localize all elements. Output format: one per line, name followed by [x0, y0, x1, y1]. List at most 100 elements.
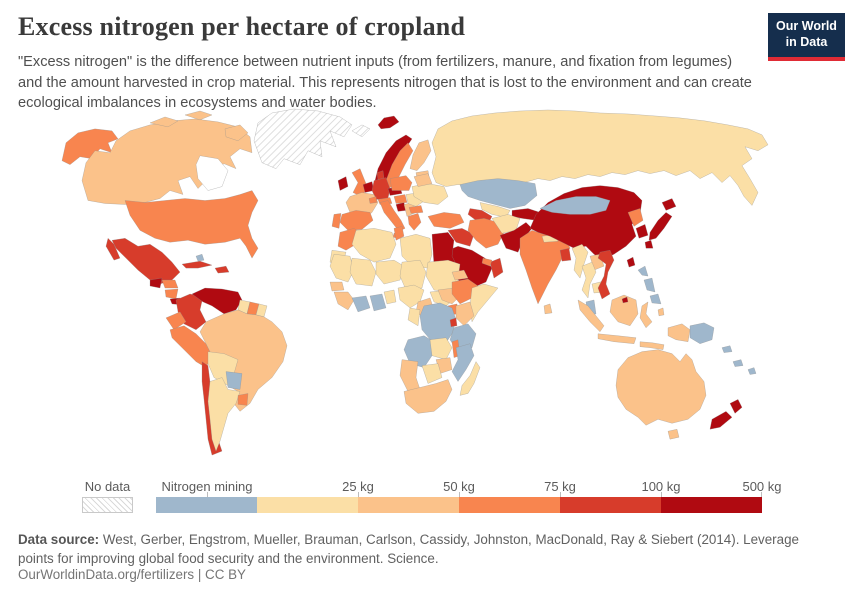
country-madagascar[interactable] [459, 361, 481, 396]
country-mozambique[interactable] [451, 343, 475, 382]
country-namibia[interactable] [399, 359, 421, 392]
country-sri-lanka[interactable] [543, 303, 553, 315]
country-mexico-baja[interactable] [105, 238, 121, 261]
owid-url-license[interactable]: OurWorldinData.org/fertilizers | CC BY [18, 567, 246, 582]
country-indonesia-lesser-sunda[interactable] [639, 341, 665, 350]
country-switzerland[interactable] [368, 196, 378, 204]
country-mali[interactable] [349, 257, 377, 287]
country-indonesia-sulawesi[interactable] [639, 301, 653, 329]
country-argentina[interactable] [207, 377, 241, 452]
owid-logo[interactable]: Our World in Data [768, 13, 845, 61]
country-gabon-congo[interactable] [407, 307, 421, 327]
country-australia-tasmania[interactable] [667, 428, 680, 440]
country-zambia[interactable] [429, 337, 453, 360]
country-kenya[interactable] [455, 301, 475, 327]
legend-swatch-25-50[interactable] [358, 497, 459, 513]
country-canada-arctic-2[interactable] [184, 110, 213, 121]
country-greece[interactable] [407, 213, 422, 231]
country-hispaniola[interactable] [214, 265, 230, 274]
country-indonesia-sumatra[interactable] [577, 299, 605, 333]
country-finland[interactable] [409, 139, 432, 171]
country-bulgaria[interactable] [408, 205, 424, 214]
country-oman[interactable] [489, 257, 504, 279]
country-senegal[interactable] [329, 281, 345, 292]
country-indonesia-moluccas[interactable] [657, 307, 665, 317]
country-turkey[interactable] [427, 212, 465, 229]
country-fiji[interactable] [747, 367, 757, 375]
country-cuba[interactable] [181, 260, 213, 269]
legend-swatch-50-75[interactable] [459, 497, 560, 513]
country-guinea-region[interactable] [333, 291, 355, 311]
country-new-zealand-south[interactable] [709, 411, 733, 430]
country-canada-arctic-1[interactable] [149, 116, 179, 128]
country-somalia[interactable] [469, 283, 499, 323]
country-ivory-coast[interactable] [351, 295, 371, 313]
country-bangladesh[interactable] [559, 247, 572, 262]
country-iran[interactable] [467, 218, 505, 249]
country-greenland[interactable] [253, 108, 353, 169]
country-brunei[interactable] [621, 296, 629, 304]
country-north-korea[interactable] [627, 208, 644, 227]
legend-swatch-mining[interactable] [156, 497, 257, 513]
country-chad[interactable] [399, 259, 427, 291]
legend-swatch-100-500[interactable] [661, 497, 762, 513]
country-libya[interactable] [399, 234, 433, 269]
country-niger[interactable] [375, 259, 405, 285]
country-south-korea[interactable] [635, 224, 649, 239]
country-myanmar[interactable] [571, 244, 589, 279]
country-philippines-mindanao[interactable] [649, 293, 662, 305]
country-japan-hokkaido[interactable] [661, 198, 677, 211]
country-solomon-islands[interactable] [721, 345, 733, 353]
country-syria-iraq[interactable] [447, 228, 475, 247]
country-afghanistan[interactable] [491, 214, 521, 234]
country-canada[interactable] [81, 118, 253, 205]
country-belarus[interactable] [413, 173, 433, 187]
country-ghana[interactable] [369, 293, 387, 312]
country-new-caledonia[interactable] [732, 359, 744, 367]
country-portugal[interactable] [331, 213, 342, 229]
country-ecuador[interactable] [165, 311, 187, 331]
country-philippines-visayas[interactable] [643, 277, 656, 293]
country-guatemala[interactable] [149, 277, 163, 289]
country-indonesia-west-papua[interactable] [667, 323, 691, 342]
country-new-zealand-north[interactable] [729, 399, 743, 414]
country-alaska[interactable] [61, 128, 119, 165]
country-paraguay[interactable] [225, 371, 243, 390]
country-spain[interactable] [339, 210, 374, 231]
country-indonesia-borneo[interactable] [609, 294, 639, 327]
country-usa[interactable] [124, 190, 259, 259]
legend-swatch-0-25[interactable] [257, 497, 358, 513]
country-botswana[interactable] [421, 363, 443, 384]
country-tunisia[interactable] [393, 226, 405, 241]
country-poland[interactable] [389, 175, 413, 191]
country-mongolia[interactable] [539, 196, 611, 215]
country-rwanda-burundi[interactable] [449, 317, 458, 328]
country-bahamas[interactable] [195, 253, 205, 262]
country-honduras[interactable] [161, 279, 179, 289]
country-drc[interactable] [419, 302, 457, 346]
country-japan-honshu[interactable] [648, 212, 673, 241]
country-canada-baffin[interactable] [224, 124, 249, 142]
country-thailand[interactable] [581, 261, 597, 299]
country-eritrea[interactable] [451, 269, 469, 281]
country-mexico[interactable] [111, 238, 181, 285]
country-vietnam[interactable] [597, 249, 615, 300]
country-nicaragua[interactable] [164, 288, 179, 300]
country-kazakhstan[interactable] [459, 178, 538, 209]
country-south-africa[interactable] [403, 379, 453, 414]
country-italy[interactable] [379, 200, 406, 232]
country-uruguay[interactable] [237, 393, 249, 406]
country-hungary[interactable] [393, 194, 408, 204]
country-uae-qatar[interactable] [481, 257, 493, 267]
country-mauritania[interactable] [329, 253, 355, 283]
country-angola[interactable] [403, 335, 435, 368]
country-ireland[interactable] [337, 176, 349, 191]
country-philippines-luzon[interactable] [637, 265, 649, 277]
country-indonesia-java[interactable] [597, 333, 637, 344]
country-papua-new-guinea[interactable] [689, 322, 715, 344]
country-taiwan[interactable] [626, 256, 636, 268]
legend-swatch-75-100[interactable] [560, 497, 661, 513]
country-algeria[interactable] [351, 228, 397, 263]
country-japan-kyushu[interactable] [644, 240, 654, 249]
legend-no-data-swatch[interactable] [82, 497, 133, 513]
